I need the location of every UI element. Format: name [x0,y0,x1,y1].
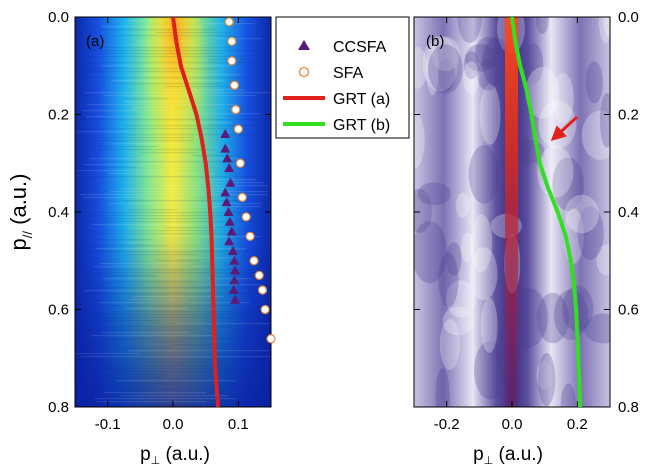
panel-a-ylabel: p// (a.u.) [6,174,35,251]
sfa-point [241,212,251,222]
ccsfa-point [221,197,232,207]
y-tick-label: 0.8 [618,399,639,416]
ccsfa-point [224,163,235,173]
series-line-grt-a- [171,17,221,407]
panel-a-label: (a) [86,33,104,50]
ccsfa-point [224,216,235,226]
x-tick-label: 0.1 [228,416,249,433]
ccsfa-point [228,246,239,255]
y-tick-label: 0.2 [48,107,69,124]
sfa-point [227,36,237,46]
ccsfa-point [229,255,240,265]
panel-a-xlabel: p⊥ (a.u.) [140,444,210,467]
panel-a: (a) -0.1 0.0 0.10.00.20.40.60.8 p⊥ (a.u.) … [6,9,276,467]
legend-label: CCSFA [333,39,387,56]
ccsfa-point [224,236,235,246]
legend: CCSFA SFA GRT (a) GRT (b) [275,16,410,139]
sfa-point [233,124,243,134]
y-tick-label: 0.8 [48,399,69,416]
panel-b-series [510,17,582,407]
sfa-point [235,158,245,168]
legend-label: GRT (b) [333,117,390,134]
legend-item-grt-b-: GRT (b) [283,117,390,134]
sfa-point [257,285,268,295]
x-tick-label: -0.2 [434,416,460,433]
legend-label: SFA [333,65,364,82]
ccsfa-point [226,226,237,236]
panel-a-markers [220,17,276,344]
ccsfa-point [230,294,241,304]
sfa-point [224,17,234,27]
panel-a-series [171,17,221,407]
y-tick-label: 0.6 [618,302,639,319]
panel-b-xlabel: p⊥ (a.u.) [473,444,543,467]
y-tick-label: 0.0 [618,9,639,26]
sfa-point [237,192,247,202]
ccsfa-point [228,285,239,294]
ccsfa-point [229,275,240,285]
ccsfa-point [220,143,231,153]
circle-icon [298,66,310,78]
series-line-grt-b- [510,17,582,407]
x-tick-label: 0.0 [163,416,184,433]
sfa-point [254,270,264,280]
ccsfa-point [222,153,233,163]
y-tick-label: 0.4 [618,204,639,221]
panel-b-arrow [550,115,579,142]
sfa-point [229,80,240,90]
legend-item-sfa: SFA [298,65,364,82]
legend-box [275,16,410,139]
sfa-point [249,256,259,266]
ccsfa-point [225,177,236,187]
ccsfa-point [230,265,241,275]
panel-b-heatmap [414,17,610,407]
x-tick-label: 0.2 [567,416,588,433]
sfa-point [231,105,241,115]
ccsfa-point [220,187,231,197]
sfa-point [245,231,255,241]
sfa-point [266,334,276,344]
legend-item-ccsfa: CCSFA [298,39,387,56]
panel-a-heatmap [75,17,271,407]
legend-item-grt-a-: GRT (a) [283,91,390,108]
ccsfa-point [223,207,234,216]
panel-b-label: (b) [426,33,444,50]
x-tick-label: -0.1 [95,416,121,433]
sfa-point [260,304,270,315]
legend-label: GRT (a) [333,91,390,108]
y-tick-label: 0.6 [48,302,69,319]
panel-a-axes: -0.1 0.0 0.1 0.0 0.2 0.4 0.6 0.8 [48,9,271,433]
y-tick-label: 0.4 [48,204,69,221]
y-tick-label: 0.0 [48,9,69,26]
sfa-point [227,56,237,66]
panel-b-axes: -0.2 0.0 0.2 0.0 0.2 0.4 0.6 0.8 [414,9,639,433]
y-tick-label: 0.2 [618,107,639,124]
x-tick-label: 0.0 [502,416,523,433]
triangle-icon [298,40,310,50]
ccsfa-point [220,129,231,138]
panel-b: (b) -0.2 0.0 0.2 0.0 0.2 0.4 0.6 0.8 p⊥ (a.u.) [413,9,639,467]
